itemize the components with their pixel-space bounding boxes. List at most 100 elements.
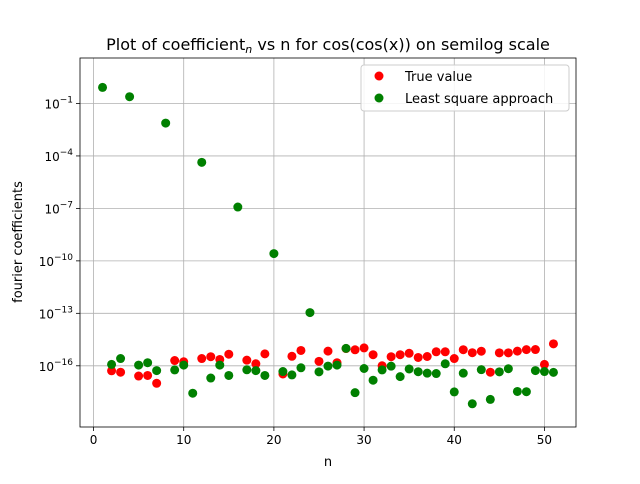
least-square-point <box>197 157 207 167</box>
least-square-point <box>413 367 423 377</box>
x-tick-label: 30 <box>356 433 371 447</box>
legend-label-true-value: True value <box>404 70 472 85</box>
legend-marker-true-value <box>374 71 384 81</box>
least-square-point <box>377 365 387 375</box>
legend-label-least-square: Least square approach <box>405 92 553 107</box>
least-square-point <box>530 366 540 376</box>
true-value-point <box>197 354 207 364</box>
y-tick-label-base: 10 <box>44 97 59 111</box>
y-tick-label-base: 10 <box>39 307 54 321</box>
least-square-point <box>350 388 360 398</box>
y-tick-label-exponent: −4 <box>60 148 74 158</box>
y-tick-label-exponent: −1 <box>60 95 73 105</box>
true-value-point <box>440 347 450 357</box>
y-tick-label-exponent: −16 <box>54 358 73 368</box>
true-value-point <box>413 352 423 362</box>
true-value-point <box>206 352 216 362</box>
legend-marker-least-square <box>374 93 384 103</box>
least-square-point <box>152 366 162 376</box>
least-square-point <box>233 202 243 212</box>
true-value-point <box>116 367 126 377</box>
least-square-point <box>422 368 432 378</box>
y-tick-label-base: 10 <box>44 150 59 164</box>
least-square-point <box>251 366 261 376</box>
true-value-point <box>287 351 297 361</box>
legend: True value Least square approach <box>360 64 570 112</box>
true-value-point <box>224 349 234 359</box>
least-square-point <box>512 386 522 396</box>
x-tick-label: 10 <box>176 433 191 447</box>
least-square-point <box>206 373 216 383</box>
least-square-point <box>368 375 378 385</box>
true-value-point <box>359 343 369 353</box>
least-square-point <box>467 399 477 409</box>
least-square-point <box>341 343 351 353</box>
least-square-point <box>431 369 441 379</box>
least-square-point <box>404 364 414 374</box>
true-value-point <box>107 366 117 376</box>
least-square-point <box>314 367 324 377</box>
least-square-point <box>539 367 549 377</box>
y-tick-label-exponent: −13 <box>54 305 73 315</box>
least-square-point <box>116 354 126 364</box>
least-square-point <box>287 370 297 380</box>
least-square-point <box>107 359 117 369</box>
true-value-point <box>476 346 486 356</box>
least-square-point <box>485 394 495 404</box>
true-value-point <box>431 347 441 357</box>
true-value-point <box>242 355 252 365</box>
x-tick-label: 20 <box>266 433 281 447</box>
least-square-point <box>260 370 270 380</box>
least-square-point <box>98 82 108 92</box>
y-tick-label: 10−7 <box>44 200 73 216</box>
y-tick-label: 10−4 <box>44 148 73 164</box>
least-square-point <box>269 249 279 259</box>
y-tick-label-exponent: −7 <box>60 200 73 210</box>
true-value-point <box>296 345 306 355</box>
chart-title: Plot of coefficientn vs n for cos(cos(x)… <box>106 35 550 56</box>
y-tick-label: 10−16 <box>39 358 74 374</box>
least-square-point <box>278 367 288 377</box>
least-square-point <box>224 370 234 380</box>
x-tick-label: 0 <box>90 433 98 447</box>
true-value-point <box>386 352 396 362</box>
plot-frame <box>79 57 577 428</box>
true-value-point <box>467 348 477 358</box>
least-square-point <box>305 308 315 318</box>
true-value-point <box>530 345 540 355</box>
least-square-point <box>170 365 180 375</box>
least-square-point <box>395 372 405 382</box>
least-square-point <box>242 365 252 375</box>
y-tick-label-exponent: −10 <box>54 253 73 263</box>
true-value-point <box>503 348 513 358</box>
least-square-point <box>449 387 459 397</box>
least-square-point <box>134 360 144 370</box>
true-value-point <box>404 348 414 358</box>
true-value-point <box>350 345 360 355</box>
true-value-point <box>368 350 378 360</box>
true-value-point <box>458 345 468 355</box>
least-square-point <box>161 118 171 128</box>
points-layer <box>98 82 558 409</box>
least-square-point <box>359 364 369 374</box>
true-value-point <box>134 371 144 381</box>
least-square-point <box>179 360 189 370</box>
x-tick-label: 50 <box>537 433 552 447</box>
true-value-point <box>422 351 432 361</box>
least-square-point <box>215 360 225 370</box>
chart-title-rest: vs n for cos(cos(x)) on semilog scale <box>252 35 550 54</box>
legend-box <box>360 64 570 112</box>
least-square-point <box>476 365 486 375</box>
y-tick-label: 10−1 <box>44 95 73 111</box>
least-square-point <box>458 368 468 378</box>
least-square-point <box>323 361 333 371</box>
true-value-point <box>170 356 180 366</box>
y-tick-label: 10−13 <box>39 305 73 321</box>
true-value-point <box>485 367 495 377</box>
least-square-point <box>521 387 531 397</box>
true-value-point <box>494 348 504 358</box>
true-value-point <box>314 356 324 366</box>
